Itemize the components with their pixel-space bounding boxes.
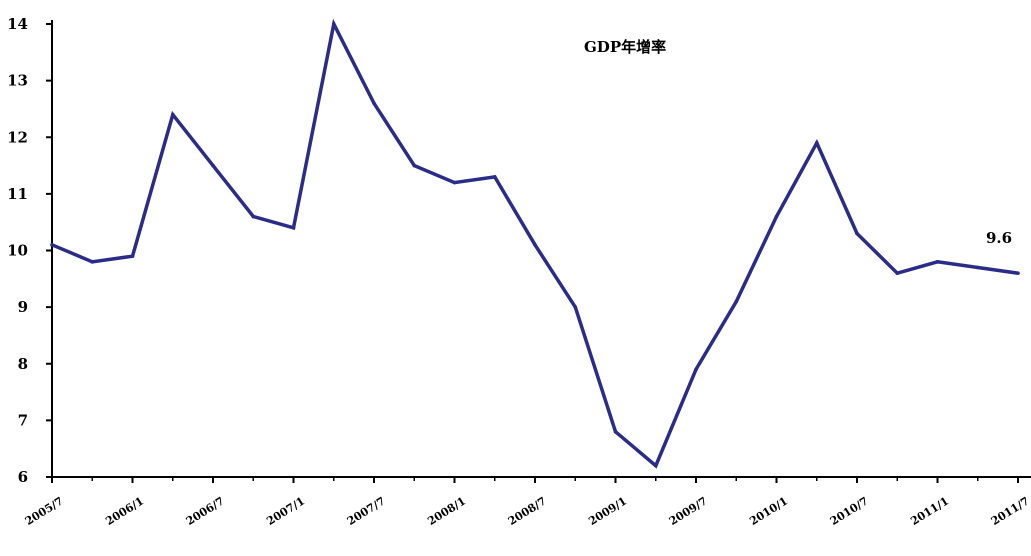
y-tick-label: 8 (18, 355, 28, 373)
data-point (170, 112, 175, 117)
data-point (291, 226, 296, 230)
x-tick-label: 2006/7 (184, 495, 227, 528)
data-point (694, 367, 698, 372)
last-value-label: 9.6 (986, 229, 1012, 247)
data-point (814, 141, 819, 145)
data-point (613, 429, 618, 434)
data-point (211, 163, 215, 168)
x-tick-label: 2010/7 (828, 495, 871, 528)
data-point (130, 254, 135, 258)
data-point (50, 243, 54, 247)
y-axis-ticks: 6 7 8 9 10 11 12 13 14 (7, 15, 52, 486)
y-tick-label: 7 (18, 411, 28, 429)
x-tick-label: 2011/7 (989, 495, 1031, 528)
x-tick-label: 2011/1 (908, 495, 951, 528)
data-point (653, 463, 658, 468)
x-tick-label: 2010/1 (747, 495, 790, 528)
data-point (573, 305, 578, 309)
x-tick-label: 2006/1 (103, 495, 146, 528)
data-point (412, 163, 417, 168)
y-tick-label: 14 (7, 15, 28, 33)
data-point (533, 243, 537, 247)
x-tick-label: 2008/1 (425, 495, 468, 528)
data-point (855, 231, 859, 236)
data-point (331, 22, 336, 26)
data-point (452, 180, 457, 185)
x-tick-label: 2007/1 (264, 495, 307, 528)
x-tick-label: 2005/7 (23, 495, 66, 528)
data-point (492, 175, 497, 179)
data-point (734, 299, 739, 304)
data-point (251, 214, 256, 219)
axes (51, 20, 1031, 478)
x-tick-label: 2009/7 (667, 495, 710, 528)
data-point (935, 260, 940, 264)
x-tick-label: 2009/1 (586, 495, 629, 528)
x-axis-ticks: 2005/7 2006/1 2006/7 2007/1 2007/7 2008/1 2008… (23, 477, 1031, 528)
y-tick-label: 10 (7, 242, 28, 260)
y-tick-label: 9 (18, 298, 28, 316)
x-tick-label: 2008/7 (506, 495, 549, 528)
y-tick-label: 11 (7, 185, 28, 203)
data-point (975, 265, 980, 270)
data-point (1016, 271, 1020, 275)
y-tick-label: 13 (7, 72, 28, 90)
y-tick-label: 12 (7, 128, 28, 146)
data-point (774, 214, 779, 219)
y-tick-label: 6 (18, 468, 28, 486)
data-point (372, 101, 376, 106)
data-point (895, 271, 900, 275)
legend-series-label: GDP年增率 (584, 38, 666, 56)
legend: GDP年增率 (584, 38, 666, 56)
annotations: 9.6 (986, 229, 1012, 247)
data-point (90, 260, 95, 264)
series-lines (50, 18, 1020, 469)
x-tick-label: 2007/7 (345, 495, 388, 528)
